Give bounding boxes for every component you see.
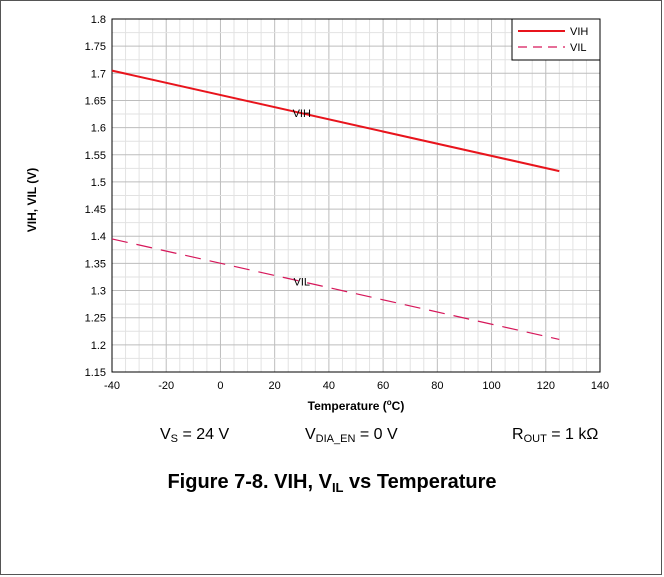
chart: VIH VIL -40 -20 0 20 40 60 80 100 120 140 1.15 1.2 1.… — [25, 14, 610, 413]
y-tick-label: 1.4 — [91, 231, 106, 243]
y-tick-label: 1.7 — [91, 68, 106, 80]
y-tick-label: 1.6 — [91, 123, 106, 135]
chart-grid — [111, 18, 601, 373]
y-tick-label: 1.5 — [91, 177, 106, 189]
x-tick-label: -20 — [158, 380, 174, 392]
chart-curves: VIH VIL — [111, 69, 560, 340]
x-tick-label: 0 — [217, 380, 223, 392]
series-label-vih: VIH — [293, 108, 311, 120]
x-tick-label: -40 — [104, 380, 120, 392]
legend-label-vil: VIL — [570, 42, 587, 54]
chart-ticks: -40 -20 0 20 40 60 80 100 120 140 1.15 1.2 1.25 1.3 1.… — [85, 14, 610, 392]
x-tick-label: 140 — [591, 380, 609, 392]
y-tick-label: 1.55 — [85, 150, 106, 162]
y-tick-label: 1.65 — [85, 95, 106, 107]
x-tick-label: 20 — [269, 380, 281, 392]
condition-rout: ROUT = 1 kΩ — [512, 426, 599, 445]
y-tick-label: 1.15 — [85, 367, 106, 379]
y-tick-label: 1.3 — [91, 286, 106, 298]
x-axis-label: Temperature (oC) — [308, 398, 405, 413]
y-tick-label: 1.45 — [85, 204, 106, 216]
series-line-vil — [111, 238, 560, 340]
x-tick-label: 120 — [537, 380, 555, 392]
y-tick-label: 1.75 — [85, 41, 106, 53]
series-label-vil: VIL — [294, 277, 311, 289]
x-tick-label: 60 — [377, 380, 389, 392]
y-tick-label: 1.25 — [85, 313, 106, 325]
y-tick-label: 1.8 — [91, 14, 106, 26]
x-tick-label: 40 — [323, 380, 335, 392]
condition-vdia-en: VDIA_EN = 0 V — [305, 426, 398, 445]
legend-label-vih: VIH — [570, 26, 588, 38]
x-tick-label: 100 — [482, 380, 500, 392]
legend: VIH VIL — [511, 18, 601, 61]
y-tick-label: 1.2 — [91, 340, 106, 352]
series-line-vih — [111, 69, 560, 173]
figure-caption: Figure 7-8. VIH, VIL vs Temperature — [167, 471, 497, 495]
y-tick-label: 1.35 — [85, 258, 106, 270]
plot-border — [111, 18, 601, 373]
condition-vs: VS = 24 V — [160, 426, 230, 445]
x-tick-label: 80 — [431, 380, 443, 392]
y-axis-label: VIH, VIL (V) — [25, 168, 39, 232]
